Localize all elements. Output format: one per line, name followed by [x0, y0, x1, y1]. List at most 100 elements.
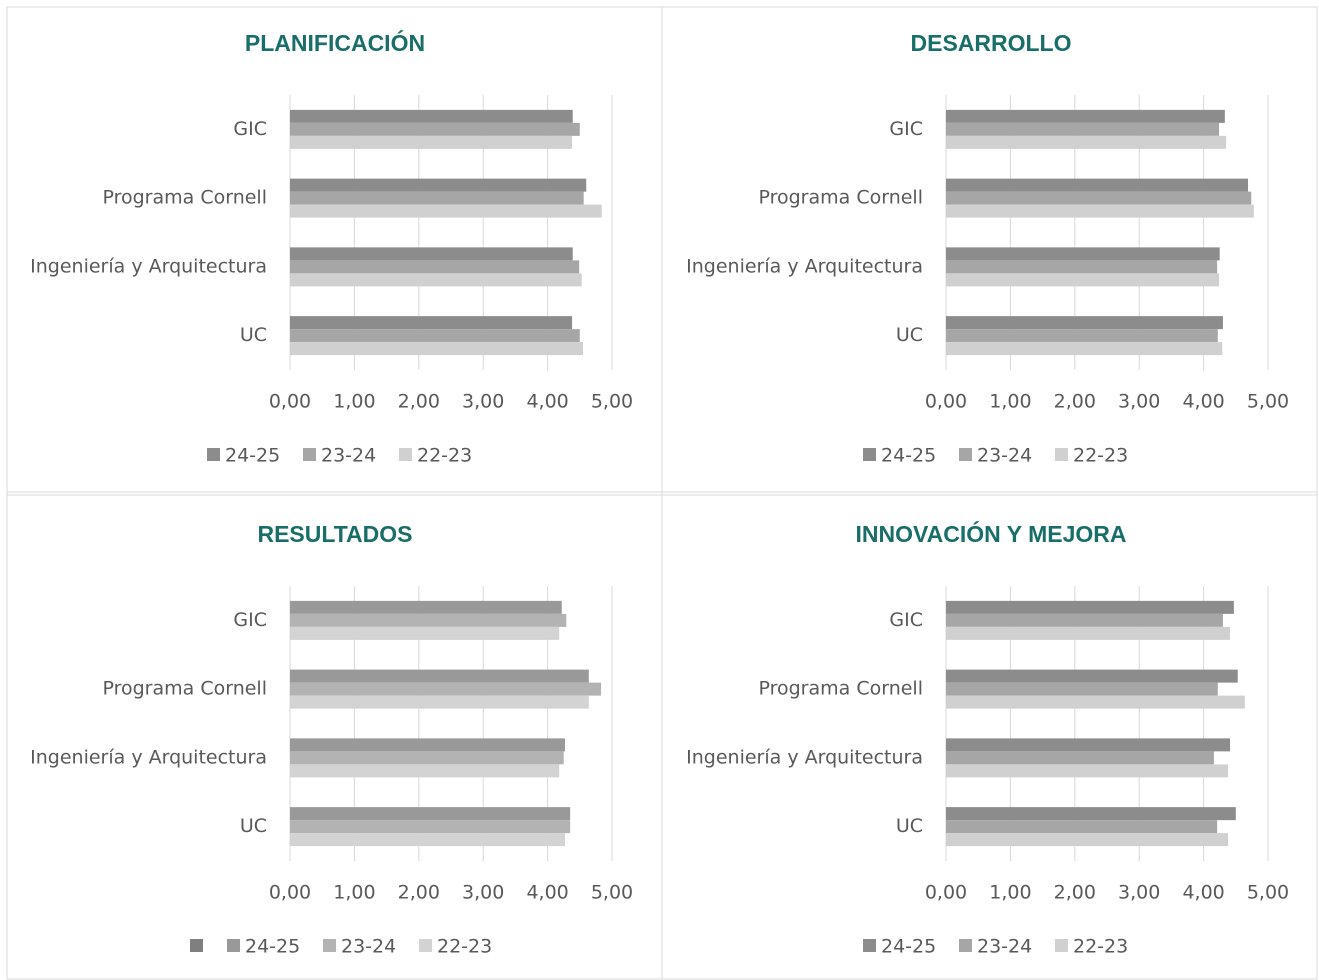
bar [946, 613, 1223, 627]
legend-label: 22-23 [417, 445, 472, 467]
bar [946, 764, 1229, 778]
x-tick-label: 3,00 [1118, 391, 1160, 413]
bar [946, 316, 1223, 330]
y-tick-label: Ingeniería y Arquitectura [686, 746, 923, 768]
y-tick-label: Ingeniería y Arquitectura [686, 255, 923, 277]
legend-label: 24-25 [245, 936, 300, 958]
bar [946, 751, 1214, 765]
legend-marker [303, 448, 316, 461]
x-tick-label: 2,00 [398, 391, 440, 413]
bar [290, 329, 580, 343]
x-tick-label: 2,00 [398, 882, 440, 904]
legend-marker [207, 448, 220, 461]
bar [946, 178, 1249, 192]
bar [946, 807, 1236, 821]
x-tick-label: 0,00 [925, 882, 967, 904]
legend-marker [419, 939, 432, 952]
bar [946, 600, 1234, 614]
x-tick-label: 1,00 [989, 391, 1031, 413]
bar [290, 204, 602, 218]
chart-title: PLANIFICACIÓN [245, 29, 425, 56]
x-tick-label: 5,00 [591, 882, 633, 904]
legend-label: 22-23 [1073, 936, 1128, 958]
bar [290, 626, 560, 640]
bar [290, 191, 584, 205]
x-tick-label: 5,00 [1247, 391, 1289, 413]
bar [946, 669, 1238, 683]
y-tick-label: Programa Cornell [102, 187, 267, 209]
bar [946, 122, 1220, 136]
bar [946, 191, 1252, 205]
bar [290, 273, 582, 287]
bar [946, 135, 1227, 149]
legend-label: 23-24 [977, 936, 1032, 958]
legend-marker [863, 939, 876, 952]
legend-marker [1055, 448, 1068, 461]
x-tick-label: 3,00 [462, 882, 504, 904]
bar [946, 626, 1231, 640]
chart-title: RESULTADOS [257, 521, 412, 547]
legend-marker [323, 939, 336, 952]
bar [290, 178, 587, 192]
bar [290, 833, 565, 847]
y-tick-label: Programa Cornell [758, 678, 923, 700]
y-tick-label: GIC [889, 118, 923, 140]
bar [290, 122, 580, 136]
legend-marker [399, 448, 412, 461]
bar [290, 751, 564, 765]
y-tick-label: Programa Cornell [758, 187, 923, 209]
bar [290, 342, 584, 356]
x-tick-label: 2,00 [1054, 882, 1096, 904]
legend-label: 24-25 [881, 936, 936, 958]
bar [290, 764, 560, 778]
bar [290, 807, 571, 821]
bar [946, 260, 1218, 274]
y-tick-label: UC [240, 324, 267, 346]
bar [946, 342, 1223, 356]
x-tick-label: 1,00 [333, 882, 375, 904]
y-tick-label: Ingeniería y Arquitectura [30, 255, 267, 277]
bar [946, 247, 1220, 261]
legend-marker [959, 939, 972, 952]
x-tick-label: 2,00 [1054, 391, 1096, 413]
x-tick-label: 5,00 [1247, 882, 1289, 904]
legend-label: 24-25 [225, 445, 280, 467]
bar [290, 247, 573, 261]
bar [946, 329, 1218, 343]
bar [290, 695, 589, 709]
legend-label: 24-25 [881, 445, 936, 467]
legend-label: 22-23 [1073, 445, 1128, 467]
x-tick-label: 5,00 [591, 391, 633, 413]
bar [290, 135, 573, 149]
y-tick-label: GIC [233, 609, 267, 631]
legend-marker [190, 939, 203, 952]
legend-label: 23-24 [341, 936, 396, 958]
bar [290, 682, 602, 696]
x-tick-label: 4,00 [526, 391, 568, 413]
bar [946, 695, 1245, 709]
y-tick-label: UC [896, 324, 923, 346]
y-tick-label: Programa Cornell [102, 678, 267, 700]
x-tick-label: 4,00 [526, 882, 568, 904]
bar [946, 682, 1218, 696]
legend-marker [863, 448, 876, 461]
x-tick-label: 0,00 [269, 391, 311, 413]
bar [290, 109, 573, 123]
bar [290, 260, 580, 274]
y-tick-label: UC [240, 815, 267, 837]
bar [946, 738, 1231, 752]
bar [290, 316, 573, 330]
legend-marker [227, 939, 240, 952]
x-tick-label: 1,00 [989, 882, 1031, 904]
y-tick-label: UC [896, 815, 923, 837]
bar [946, 109, 1225, 123]
x-tick-label: 3,00 [462, 391, 504, 413]
y-tick-label: GIC [889, 609, 923, 631]
chart-title: DESARROLLO [911, 30, 1072, 56]
bar [290, 738, 565, 752]
bar [946, 820, 1218, 834]
y-tick-label: Ingeniería y Arquitectura [30, 746, 267, 768]
legend-label: 22-23 [437, 936, 492, 958]
chart-title: INNOVACIÓN Y MEJORA [856, 520, 1127, 547]
